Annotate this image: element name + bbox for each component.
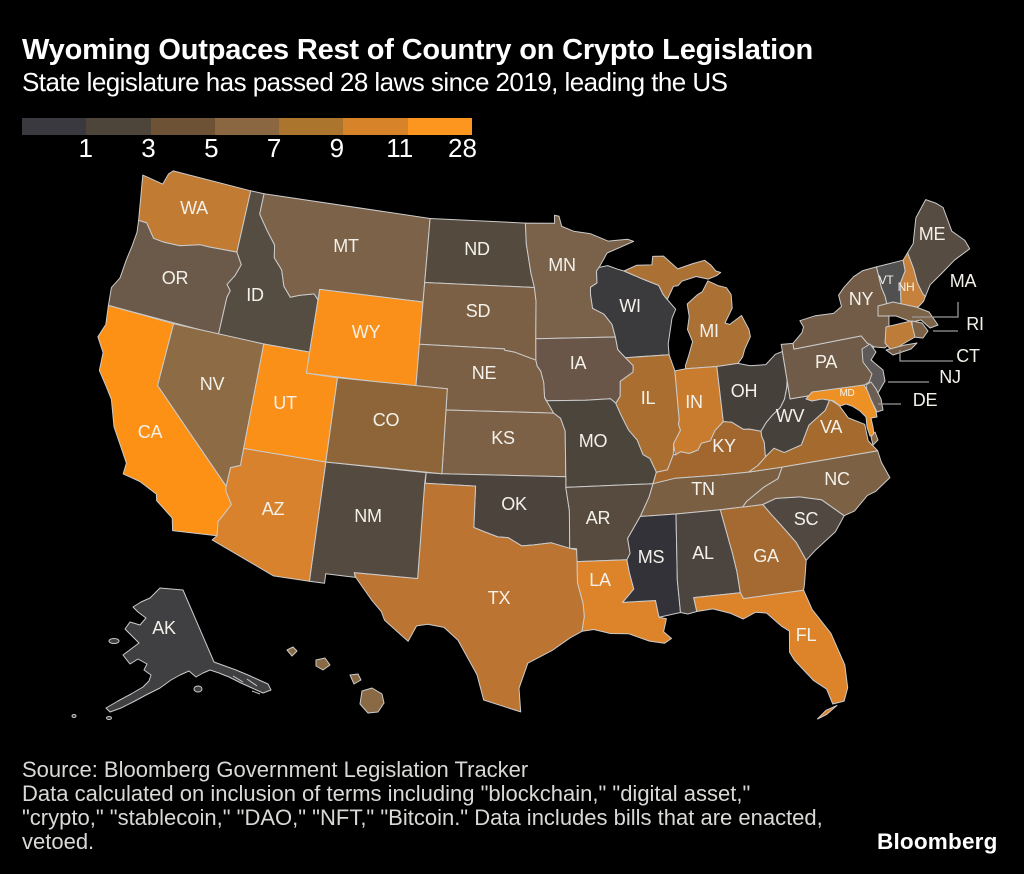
svg-text:MS: MS (638, 547, 665, 567)
svg-text:UT: UT (273, 393, 297, 413)
svg-text:MI: MI (699, 321, 718, 341)
svg-text:VA: VA (820, 417, 842, 437)
svg-text:OH: OH (731, 381, 757, 401)
svg-text:WY: WY (352, 322, 381, 342)
svg-text:ME: ME (919, 224, 946, 244)
svg-text:SC: SC (794, 509, 819, 529)
svg-text:FL: FL (796, 625, 817, 645)
svg-text:MT: MT (333, 236, 359, 256)
svg-text:NE: NE (472, 363, 497, 383)
svg-text:VT: VT (879, 273, 895, 287)
svg-text:NH: NH (898, 280, 915, 294)
svg-text:MO: MO (579, 431, 608, 451)
svg-text:ND: ND (464, 239, 490, 259)
svg-text:NM: NM (354, 506, 381, 526)
svg-text:DE: DE (913, 390, 938, 410)
svg-text:MD: MD (840, 388, 855, 399)
svg-text:SD: SD (466, 301, 491, 321)
svg-text:IN: IN (685, 392, 702, 412)
svg-text:NJ: NJ (939, 367, 960, 387)
svg-text:GA: GA (753, 546, 779, 566)
svg-text:PA: PA (815, 352, 837, 372)
svg-text:AL: AL (692, 543, 714, 563)
svg-text:MN: MN (548, 255, 575, 275)
svg-text:IA: IA (570, 353, 587, 373)
svg-text:AZ: AZ (262, 499, 285, 519)
svg-text:LA: LA (589, 570, 611, 590)
svg-text:KS: KS (491, 428, 515, 448)
svg-text:RI: RI (966, 314, 983, 334)
svg-text:CA: CA (138, 422, 163, 442)
svg-text:WI: WI (619, 296, 640, 316)
svg-text:TX: TX (488, 588, 511, 608)
svg-text:NY: NY (849, 289, 874, 309)
svg-text:WV: WV (776, 406, 805, 426)
svg-text:NV: NV (200, 374, 225, 394)
svg-text:OR: OR (162, 268, 189, 288)
svg-text:TN: TN (691, 479, 714, 499)
svg-text:AK: AK (152, 618, 176, 638)
svg-text:MA: MA (950, 271, 977, 291)
svg-text:AR: AR (586, 508, 611, 528)
svg-text:WA: WA (180, 198, 208, 218)
svg-text:CT: CT (956, 346, 980, 366)
svg-text:OK: OK (501, 494, 527, 514)
svg-text:IL: IL (641, 388, 656, 408)
svg-text:KY: KY (712, 436, 736, 456)
svg-text:NC: NC (824, 469, 850, 489)
svg-text:ID: ID (246, 285, 264, 305)
svg-text:CO: CO (373, 410, 400, 430)
